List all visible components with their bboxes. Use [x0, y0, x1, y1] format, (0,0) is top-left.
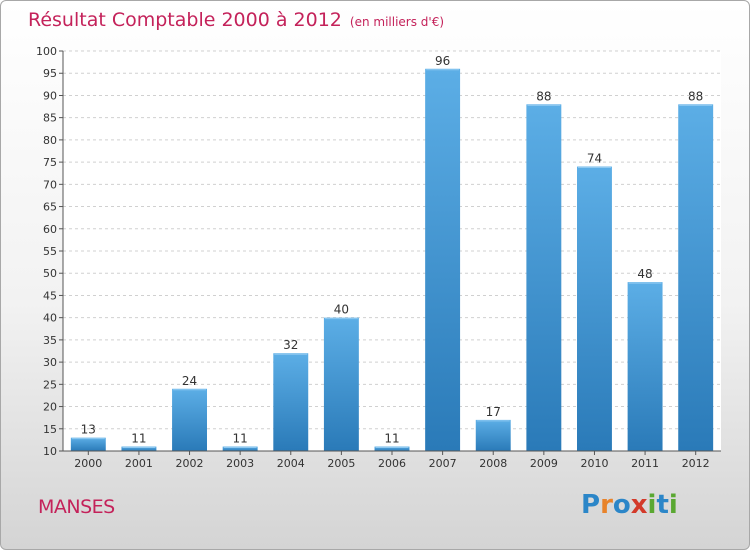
chart-title-text: Résultat Comptable 2000 à 2012	[28, 9, 342, 31]
bar-2006	[374, 446, 410, 451]
y-tick-label: 25	[43, 378, 57, 391]
y-tick-label: 100	[36, 45, 57, 58]
y-tick-label: 35	[43, 334, 57, 347]
data-label-2012: 88	[688, 89, 703, 103]
data-label-2000: 13	[81, 423, 96, 437]
bar-2012	[678, 104, 714, 451]
data-label-2009: 88	[536, 89, 551, 103]
x-tick-label-2007: 2007	[429, 457, 457, 470]
bar-2011	[627, 282, 663, 451]
y-tick-label: 50	[43, 267, 57, 280]
x-tick-label-2003: 2003	[226, 457, 254, 470]
bar-2005	[323, 317, 359, 451]
chart-subtitle: (en milliers d'€)	[349, 15, 445, 29]
data-label-2001: 11	[131, 432, 146, 446]
logo-letter: P	[581, 490, 601, 520]
bar-2004	[273, 353, 309, 451]
logo-letter: o	[612, 490, 631, 520]
logo-letter: i	[647, 490, 657, 520]
y-tick-label: 60	[43, 223, 57, 236]
data-labels: 13 11 24 11 32 40 11 96 17 88 74 48 88	[81, 54, 704, 446]
bar-2009	[526, 104, 562, 451]
data-label-2006: 11	[384, 432, 399, 446]
data-label-2003: 11	[233, 432, 248, 446]
x-tick-label-2005: 2005	[327, 457, 355, 470]
data-label-2008: 17	[486, 405, 501, 419]
y-tick-label: 40	[43, 312, 57, 325]
bars	[70, 68, 714, 452]
x-tick-label-2001: 2001	[125, 457, 153, 470]
bar-2010	[576, 166, 612, 452]
data-label-2005: 40	[334, 303, 349, 317]
bar-2008	[475, 419, 511, 451]
y-tick-label: 45	[43, 289, 57, 302]
y-tick-label: 15	[43, 423, 57, 436]
data-label-2002: 24	[182, 374, 197, 388]
y-axis: 10 15 20 25 30 35 40 45 50 55 60 65 70 75 80 85 90 95 100	[36, 45, 64, 458]
data-label-2010: 74	[587, 152, 602, 166]
x-tick-label-2008: 2008	[479, 457, 507, 470]
data-label-2007: 96	[435, 54, 450, 68]
y-tick-label: 95	[43, 67, 57, 80]
x-tick-label-2002: 2002	[176, 457, 204, 470]
chart-title: Résultat Comptable 2000 à 2012 (en millie…	[28, 9, 444, 31]
x-tick-label-2000: 2000	[74, 457, 102, 470]
bar-2007	[425, 68, 461, 452]
logo-letter: i	[668, 490, 678, 520]
y-tick-label: 65	[43, 201, 57, 214]
y-tick-label: 70	[43, 178, 57, 191]
proxiti-logo: Proxiti	[581, 490, 678, 520]
commune-name: MANSES	[38, 496, 115, 518]
bar-2000	[70, 437, 106, 451]
logo-letter: r	[600, 490, 613, 520]
y-tick-label: 90	[43, 89, 57, 102]
bar-2003	[222, 446, 258, 451]
y-tick-label: 55	[43, 245, 57, 258]
x-tick-label-2012: 2012	[682, 457, 710, 470]
bar-2002	[172, 388, 208, 451]
y-tick-label: 20	[43, 401, 57, 414]
y-tick-label: 85	[43, 112, 57, 125]
y-tick-label: 75	[43, 156, 57, 169]
x-tick-label-2009: 2009	[530, 457, 558, 470]
x-tick-label-2011: 2011	[631, 457, 659, 470]
logo-letter: t	[656, 490, 669, 520]
x-tick-label-2006: 2006	[378, 457, 406, 470]
y-tick-label: 80	[43, 134, 57, 147]
logo-letter: x	[630, 490, 648, 520]
bar-2001	[121, 446, 157, 451]
y-tick-label: 10	[43, 445, 57, 458]
data-label-2004: 32	[283, 338, 298, 352]
data-label-2011: 48	[637, 267, 652, 281]
x-tick-label-2004: 2004	[277, 457, 305, 470]
y-tick-label: 30	[43, 356, 57, 369]
x-axis: 2000 2001 2002 2003 2004 2005 2006 2007 2008 2009…	[63, 450, 721, 470]
x-tick-label-2010: 2010	[580, 457, 608, 470]
